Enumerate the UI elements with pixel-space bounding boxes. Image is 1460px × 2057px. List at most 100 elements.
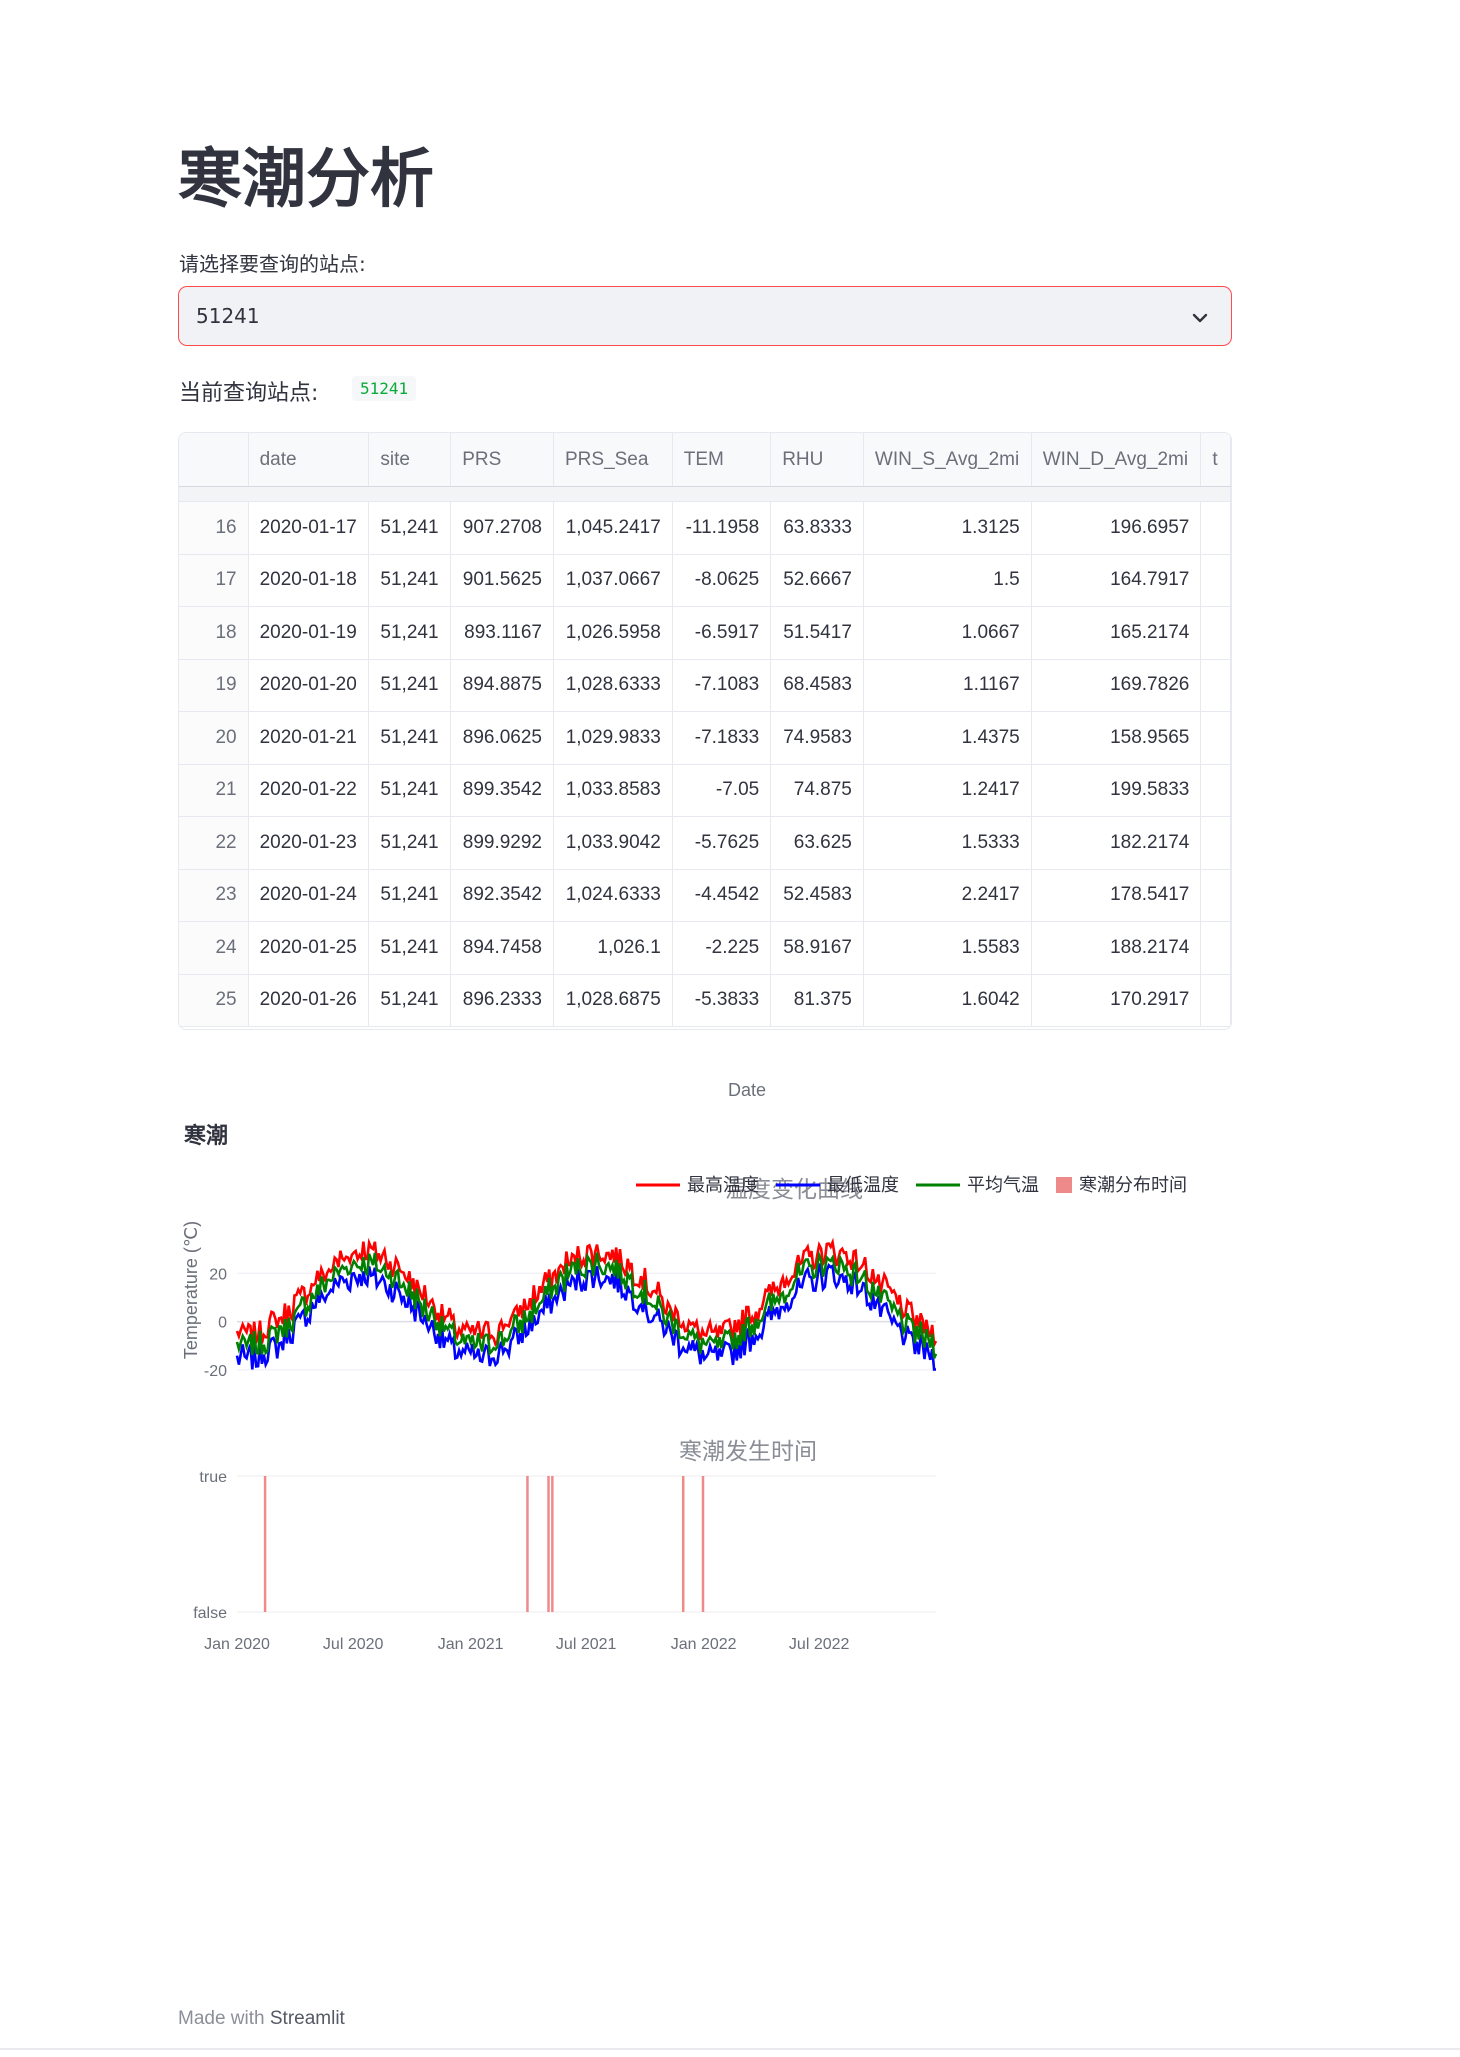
table-row[interactable]: 22 2020-01-23 51,241 899.9292 1,033.9042 -5.7… [179, 816, 1231, 870]
column-header[interactable]: PRS [450, 433, 554, 487]
table-row[interactable]: 16 2020-01-17 51,241 907.2708 1,045.2417 -11.… [179, 501, 1231, 555]
table-cell: 199.5833 [1031, 764, 1202, 817]
table-row[interactable]: 24 2020-01-25 51,241 894.7458 1,026.1 -2.225 5… [179, 921, 1231, 975]
y-tick-label: 0 [218, 1315, 227, 1332]
table-header-row: date site PRS PRS_Sea TEM RHU WIN_S_Avg_… [179, 433, 1231, 487]
chart-title-temperature: 温度变化曲线 [725, 1176, 863, 1202]
column-header[interactable]: date [248, 433, 370, 487]
row-index: 24 [179, 921, 249, 975]
table-cell: 899.9292 [450, 816, 554, 870]
table-cell: 1,026.5958 [553, 606, 673, 660]
table-cell: -7.1833 [672, 711, 772, 765]
table-cell: 2020-01-24 [248, 869, 370, 922]
table-cell: -11.1958 [672, 501, 772, 555]
data-table[interactable]: date site PRS PRS_Sea TEM RHU WIN_S_Avg_… [178, 432, 1232, 1030]
legend-label[interactable]: 最低温度 [827, 1175, 899, 1195]
table-cell: -7.05 [672, 764, 772, 817]
row-index: 23 [179, 869, 249, 922]
column-header[interactable]: WIN_D_Avg_2mi [1031, 433, 1202, 487]
column-header[interactable]: t [1200, 433, 1231, 487]
table-cell: 169.7826 [1031, 659, 1202, 712]
column-header[interactable]: TEM [672, 433, 772, 487]
streamlit-link[interactable]: Streamlit [269, 2008, 345, 2029]
table-cell: -4.4542 [672, 869, 772, 922]
table-cell: 1,033.9042 [553, 816, 673, 870]
table-cell-clipped [1200, 764, 1231, 817]
table-row[interactable]: 19 2020-01-20 51,241 894.8875 1,028.6333 -7.1… [179, 659, 1231, 712]
table-cell: 165.2174 [1031, 606, 1202, 660]
table-cell: 896.2333 [450, 974, 554, 1027]
table-row[interactable]: 18 2020-01-19 51,241 893.1167 1,026.5958 -6.5… [179, 606, 1231, 660]
table-row[interactable]: 17 2020-01-18 51,241 901.5625 1,037.0667 -8.0… [179, 554, 1231, 607]
row-index: 17 [179, 554, 249, 607]
plotly-chart[interactable]: 20 0 -20 温度变化曲线 Temperature (℃) 最高温度 最低温度 平均… [170, 1160, 1240, 1690]
table-cell: 892.3542 [450, 869, 554, 922]
table-cell: 1,033.8583 [553, 764, 673, 817]
table-cell: 188.2174 [1031, 921, 1202, 975]
table-cell: 1,037.0667 [553, 554, 673, 607]
table-cell: 1,045.2417 [553, 501, 673, 555]
x-tick-label: Jul 2020 [323, 1636, 384, 1653]
table-cell: 1.2417 [863, 764, 1032, 817]
column-header[interactable]: WIN_S_Avg_2mi [863, 433, 1032, 487]
table-cell: 51.5417 [770, 606, 864, 660]
chart-section-heading: 寒潮 [184, 1124, 229, 1149]
row-index: 16 [179, 501, 249, 555]
table-cell: -2.225 [672, 921, 772, 975]
table-cell: 894.8875 [450, 659, 554, 712]
row-index: 18 [179, 606, 249, 660]
column-header[interactable]: site [368, 433, 452, 487]
table-cell: 51,241 [368, 554, 452, 607]
table-cell: 896.0625 [450, 711, 554, 765]
table-cell: 51,241 [368, 764, 452, 817]
table-row[interactable]: 21 2020-01-22 51,241 899.3542 1,033.8583 -7.0… [179, 764, 1231, 817]
scroll-gap [179, 486, 1231, 502]
column-header[interactable] [179, 433, 249, 487]
table-row[interactable]: 20 2020-01-21 51,241 896.0625 1,029.9833 -7.1… [179, 711, 1231, 765]
table-row[interactable]: 25 2020-01-26 51,241 896.2333 1,028.6875 -5.3… [179, 974, 1231, 1027]
x-tick-label: Jan 2021 [438, 1636, 504, 1653]
legend-label[interactable]: 最高温度 [687, 1175, 759, 1195]
table-cell: -7.1083 [672, 659, 772, 712]
table-cell: 51,241 [368, 659, 452, 712]
station-select[interactable]: 51241 [178, 286, 1232, 346]
table-cell: 1.3125 [863, 501, 1032, 555]
legend-label[interactable]: 平均气温 [967, 1175, 1039, 1195]
legend-label[interactable]: 寒潮分布时间 [1079, 1175, 1187, 1195]
table-cell: 1,029.9833 [553, 711, 673, 765]
table-cell: 1.5333 [863, 816, 1032, 870]
table-cell-clipped [1200, 816, 1231, 870]
table-cell: -5.3833 [672, 974, 772, 1027]
table-cell: 1,026.1 [553, 921, 673, 975]
y-tick-label: 20 [209, 1266, 227, 1283]
table-cell: 2.2417 [863, 869, 1032, 922]
table-row[interactable]: 23 2020-01-24 51,241 892.3542 1,024.6333 -4.4… [179, 869, 1231, 922]
column-header[interactable]: PRS_Sea [553, 433, 673, 487]
date-axis-title: Date [728, 1080, 767, 1100]
table-cell: 2020-01-25 [248, 921, 370, 975]
table-cell-clipped [1200, 501, 1231, 555]
table-cell: 2020-01-21 [248, 711, 370, 765]
table-cell: 893.1167 [450, 606, 554, 660]
table-cell: 2020-01-22 [248, 764, 370, 817]
table-cell: 1,024.6333 [553, 869, 673, 922]
table-cell: 51,241 [368, 869, 452, 922]
table-cell: 1.4375 [863, 711, 1032, 765]
row-index: 20 [179, 711, 249, 765]
table-cell: 196.6957 [1031, 501, 1202, 555]
station-select-value: 51241 [196, 304, 260, 328]
column-header[interactable]: RHU [770, 433, 864, 487]
table-cell: -8.0625 [672, 554, 772, 607]
series-line-2 [235, 1250, 938, 1359]
page-title: 寒潮分析 [178, 143, 434, 217]
table-cell: 1.5 [863, 554, 1032, 607]
table-cell: 51,241 [368, 606, 452, 660]
footer-prefix: Made with [178, 2008, 270, 2029]
table-cell-clipped [1200, 869, 1231, 922]
table-cell: 158.9565 [1031, 711, 1202, 765]
row-index: 19 [179, 659, 249, 712]
table-cell: 1,028.6875 [553, 974, 673, 1027]
table-cell: 1.6042 [863, 974, 1032, 1027]
y-category-label: true [199, 1469, 227, 1486]
table-cell: 164.7917 [1031, 554, 1202, 607]
